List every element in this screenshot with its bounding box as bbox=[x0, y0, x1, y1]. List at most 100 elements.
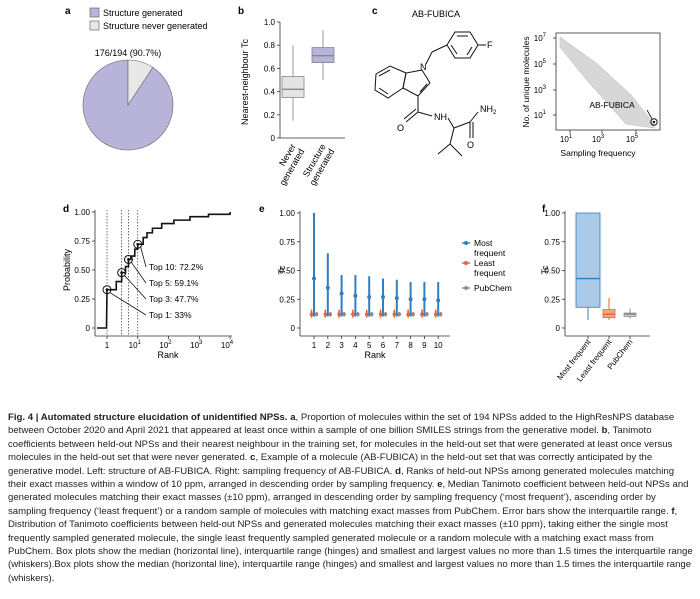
e-xtick-label: 5 bbox=[367, 341, 372, 350]
caption-text-b: , Tanimoto coefficients between held-out… bbox=[8, 425, 673, 464]
atom-fluorine: F bbox=[487, 40, 493, 50]
d-point-marker bbox=[133, 239, 143, 249]
d-ytick-label: 1.00 bbox=[74, 208, 90, 217]
e-median-pubchem bbox=[369, 312, 374, 317]
b-ytick-label: 0.8 bbox=[264, 41, 276, 50]
amide-bond bbox=[447, 117, 455, 129]
caption-text-d: , Ranks of held-out NPSs among generated… bbox=[8, 465, 675, 491]
box-plot-b bbox=[281, 30, 335, 121]
e-median-pubchem bbox=[397, 312, 402, 317]
e-ytick-label: 0.50 bbox=[279, 267, 295, 276]
e-legend-label-most-frequent: Most bbox=[474, 238, 493, 248]
methylene-bond bbox=[425, 51, 433, 65]
d-ytick-label: 0.25 bbox=[74, 295, 90, 304]
d-xtick-label: 1 bbox=[105, 341, 110, 350]
e-median-pubchem bbox=[314, 312, 319, 317]
e-median-most-frequent bbox=[381, 294, 385, 299]
c-xlabel: Sampling frequency bbox=[560, 148, 636, 158]
ring-double-bond bbox=[450, 44, 458, 55]
d-point-marker bbox=[117, 268, 127, 278]
e-median-least-frequent bbox=[323, 312, 328, 317]
e-median-least-frequent bbox=[406, 312, 410, 317]
ring-double-bond bbox=[378, 87, 389, 95]
e-legend-label-least-frequent: Least bbox=[474, 258, 495, 268]
e-median-most-frequent bbox=[325, 285, 330, 290]
d-xtick-label: 103 bbox=[190, 340, 203, 350]
caption-text-a: , Proportion of molecules within the set… bbox=[8, 412, 675, 437]
ring-double-bond bbox=[466, 46, 473, 56]
pie-annotation: 176/194 (90.7%) bbox=[95, 48, 162, 58]
e-median-most-frequent bbox=[408, 297, 413, 302]
d-ylabel: Probability bbox=[62, 248, 72, 291]
d-point bbox=[105, 288, 109, 292]
c-distribution-band bbox=[559, 36, 655, 129]
legend-swatch-generated bbox=[89, 7, 100, 18]
d-annotation-leader bbox=[124, 275, 147, 300]
d-annotation-label: Top 5: 59.1% bbox=[149, 278, 199, 288]
c-ytick-label: 103 bbox=[534, 85, 547, 95]
panel-a-letter: a bbox=[65, 6, 71, 17]
sampling-frequency-plot: 101 103 105 101 103 105 107 bbox=[534, 32, 661, 144]
isopropyl-bond bbox=[437, 143, 451, 155]
e-legend-label-least-frequent-line2: frequent bbox=[474, 268, 506, 278]
e-xtick-label: 1 bbox=[312, 341, 317, 350]
amide-carbonyl-bond bbox=[469, 111, 479, 123]
f-ytick-label: 1.00 bbox=[544, 209, 560, 218]
e-median-least-frequent bbox=[433, 312, 438, 317]
b-box bbox=[281, 76, 305, 98]
d-point bbox=[136, 242, 140, 246]
d-xlabel: Rank bbox=[157, 350, 179, 360]
c-ytick-label: 101 bbox=[534, 110, 547, 120]
methylene-bond bbox=[431, 44, 448, 53]
f-ytick-label: 0 bbox=[556, 324, 561, 333]
e-xtick-label: 3 bbox=[339, 341, 344, 350]
d-annotation-leader bbox=[131, 262, 147, 284]
c-axes-frame bbox=[555, 32, 661, 131]
atom-nh2: NH2 bbox=[480, 104, 497, 116]
e-median-pubchem bbox=[356, 312, 360, 317]
e-xtick-label: 8 bbox=[408, 341, 413, 350]
e-median-most-frequent bbox=[367, 294, 372, 299]
caption-text-c: , Example of a molecule (AB-FUBICA) in t… bbox=[8, 452, 653, 477]
c-ytick-label: 105 bbox=[534, 59, 547, 69]
atom-nh: NH bbox=[434, 112, 447, 122]
b-ytick-label: 0.4 bbox=[264, 88, 276, 97]
e-median-least-frequent bbox=[309, 312, 314, 317]
e-median-pubchem bbox=[328, 312, 333, 317]
alpha-carbon-bond bbox=[453, 121, 471, 129]
c-highlight-pointer bbox=[646, 109, 653, 120]
e-median-least-frequent bbox=[392, 312, 397, 317]
e-median-least-frequent bbox=[364, 312, 369, 317]
d-annotation-label: Top 1: 33% bbox=[149, 310, 192, 320]
e-median-pubchem bbox=[342, 312, 346, 317]
caption-letter-e: e bbox=[437, 479, 443, 491]
caption-letter-a: a bbox=[290, 412, 296, 423]
molecule-structure bbox=[374, 31, 486, 157]
c-highlight-point bbox=[652, 120, 656, 124]
indole-pyrrole-ring bbox=[402, 69, 431, 97]
e-xtick-label: 6 bbox=[381, 341, 386, 350]
e-median-most-frequent bbox=[436, 298, 441, 303]
e-xtick-label: 2 bbox=[326, 341, 331, 350]
e-median-least-frequent bbox=[351, 312, 355, 317]
b-ylabel: Nearest-neighbour Tc bbox=[240, 39, 250, 125]
e-median-most-frequent bbox=[422, 297, 427, 302]
e-ylabel: Tc bbox=[277, 265, 287, 275]
e-xtick-label: 4 bbox=[353, 341, 358, 350]
e-median-most-frequent bbox=[339, 291, 344, 296]
e-median-pubchem bbox=[425, 312, 429, 317]
d-annotation-leader bbox=[140, 247, 147, 268]
caption-letter-c: c bbox=[250, 452, 256, 464]
c-highlight-marker bbox=[650, 118, 658, 126]
e-legend-marker-least-frequent bbox=[464, 261, 468, 265]
e-ytick-label: 0.75 bbox=[279, 238, 295, 247]
ring-double-bond bbox=[378, 69, 391, 77]
d-point-marker bbox=[102, 285, 112, 295]
e-median-pubchem bbox=[383, 312, 388, 317]
caption-letter-b: b bbox=[601, 425, 608, 437]
e-median-pubchem bbox=[438, 312, 443, 317]
f-ylabel: Tc bbox=[540, 265, 550, 275]
e-xlabel: Rank bbox=[364, 350, 386, 360]
c-point-label: AB-FUBICA bbox=[589, 100, 635, 110]
